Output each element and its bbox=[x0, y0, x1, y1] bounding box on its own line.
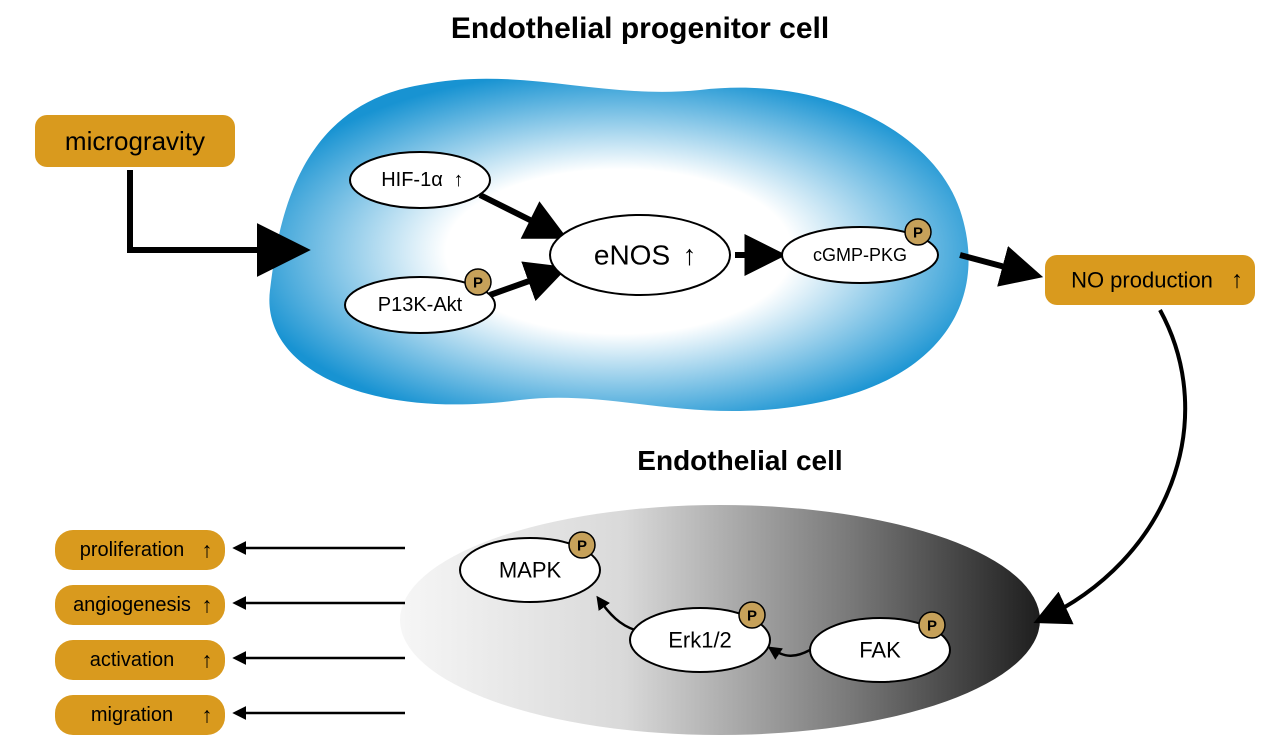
arrow-cgmp_to_no bbox=[960, 255, 1035, 275]
pill-proliferation-up-arrow: ↑ bbox=[202, 538, 213, 563]
pill-proliferation-label: proliferation bbox=[80, 539, 185, 561]
pill-angiogenesis: angiogenesis ↑ bbox=[55, 585, 225, 625]
node-mapk-label: MAPK bbox=[499, 558, 562, 583]
node-erk-phosphate-label: P bbox=[747, 608, 757, 625]
pill-migration-label: migration bbox=[91, 704, 173, 726]
pill-no_production-label: NO production bbox=[1071, 268, 1213, 293]
node-erk-label: Erk1/2 bbox=[668, 628, 732, 653]
node-enos-label: eNOS bbox=[594, 240, 670, 271]
node-fak-label: FAK bbox=[859, 638, 901, 663]
pill-no_production-up-arrow: ↑ bbox=[1231, 267, 1243, 294]
arrow-main_entry bbox=[130, 170, 300, 250]
arrow-no_to_ec bbox=[1040, 310, 1185, 620]
pill-activation-up-arrow: ↑ bbox=[202, 648, 213, 673]
node-mapk: MAPK P bbox=[460, 532, 600, 602]
pill-migration: migration ↑ bbox=[55, 695, 225, 735]
pill-no_production: NO production ↑ bbox=[1045, 255, 1255, 305]
pill-activation-label: activation bbox=[90, 649, 175, 671]
node-pi3k-label: P13K-Akt bbox=[378, 294, 463, 316]
title-ec: Endothelial cell bbox=[637, 445, 842, 476]
node-hif1a: HIF-1α ↑ bbox=[350, 152, 490, 208]
pill-microgravity: microgravity bbox=[35, 115, 235, 167]
node-cgmp-phosphate-label: P bbox=[913, 225, 923, 242]
node-cgmp-label: cGMP-PKG bbox=[813, 245, 907, 265]
title-epc: Endothelial progenitor cell bbox=[451, 12, 829, 45]
node-hif1a-label: HIF-1α bbox=[381, 169, 443, 191]
pill-microgravity-label: microgravity bbox=[65, 126, 205, 156]
pill-migration-up-arrow: ↑ bbox=[202, 703, 213, 728]
node-enos-up-arrow: ↑ bbox=[683, 240, 697, 271]
pill-angiogenesis-label: angiogenesis bbox=[73, 594, 191, 616]
pill-angiogenesis-up-arrow: ↑ bbox=[202, 593, 213, 618]
pill-proliferation: proliferation ↑ bbox=[55, 530, 225, 570]
node-mapk-phosphate-label: P bbox=[577, 538, 587, 555]
pill-activation: activation ↑ bbox=[55, 640, 225, 680]
node-hif1a-up-arrow: ↑ bbox=[454, 169, 464, 191]
node-pi3k-phosphate-label: P bbox=[473, 275, 483, 292]
node-fak-phosphate-label: P bbox=[927, 618, 937, 635]
node-enos: eNOS ↑ bbox=[550, 215, 730, 295]
